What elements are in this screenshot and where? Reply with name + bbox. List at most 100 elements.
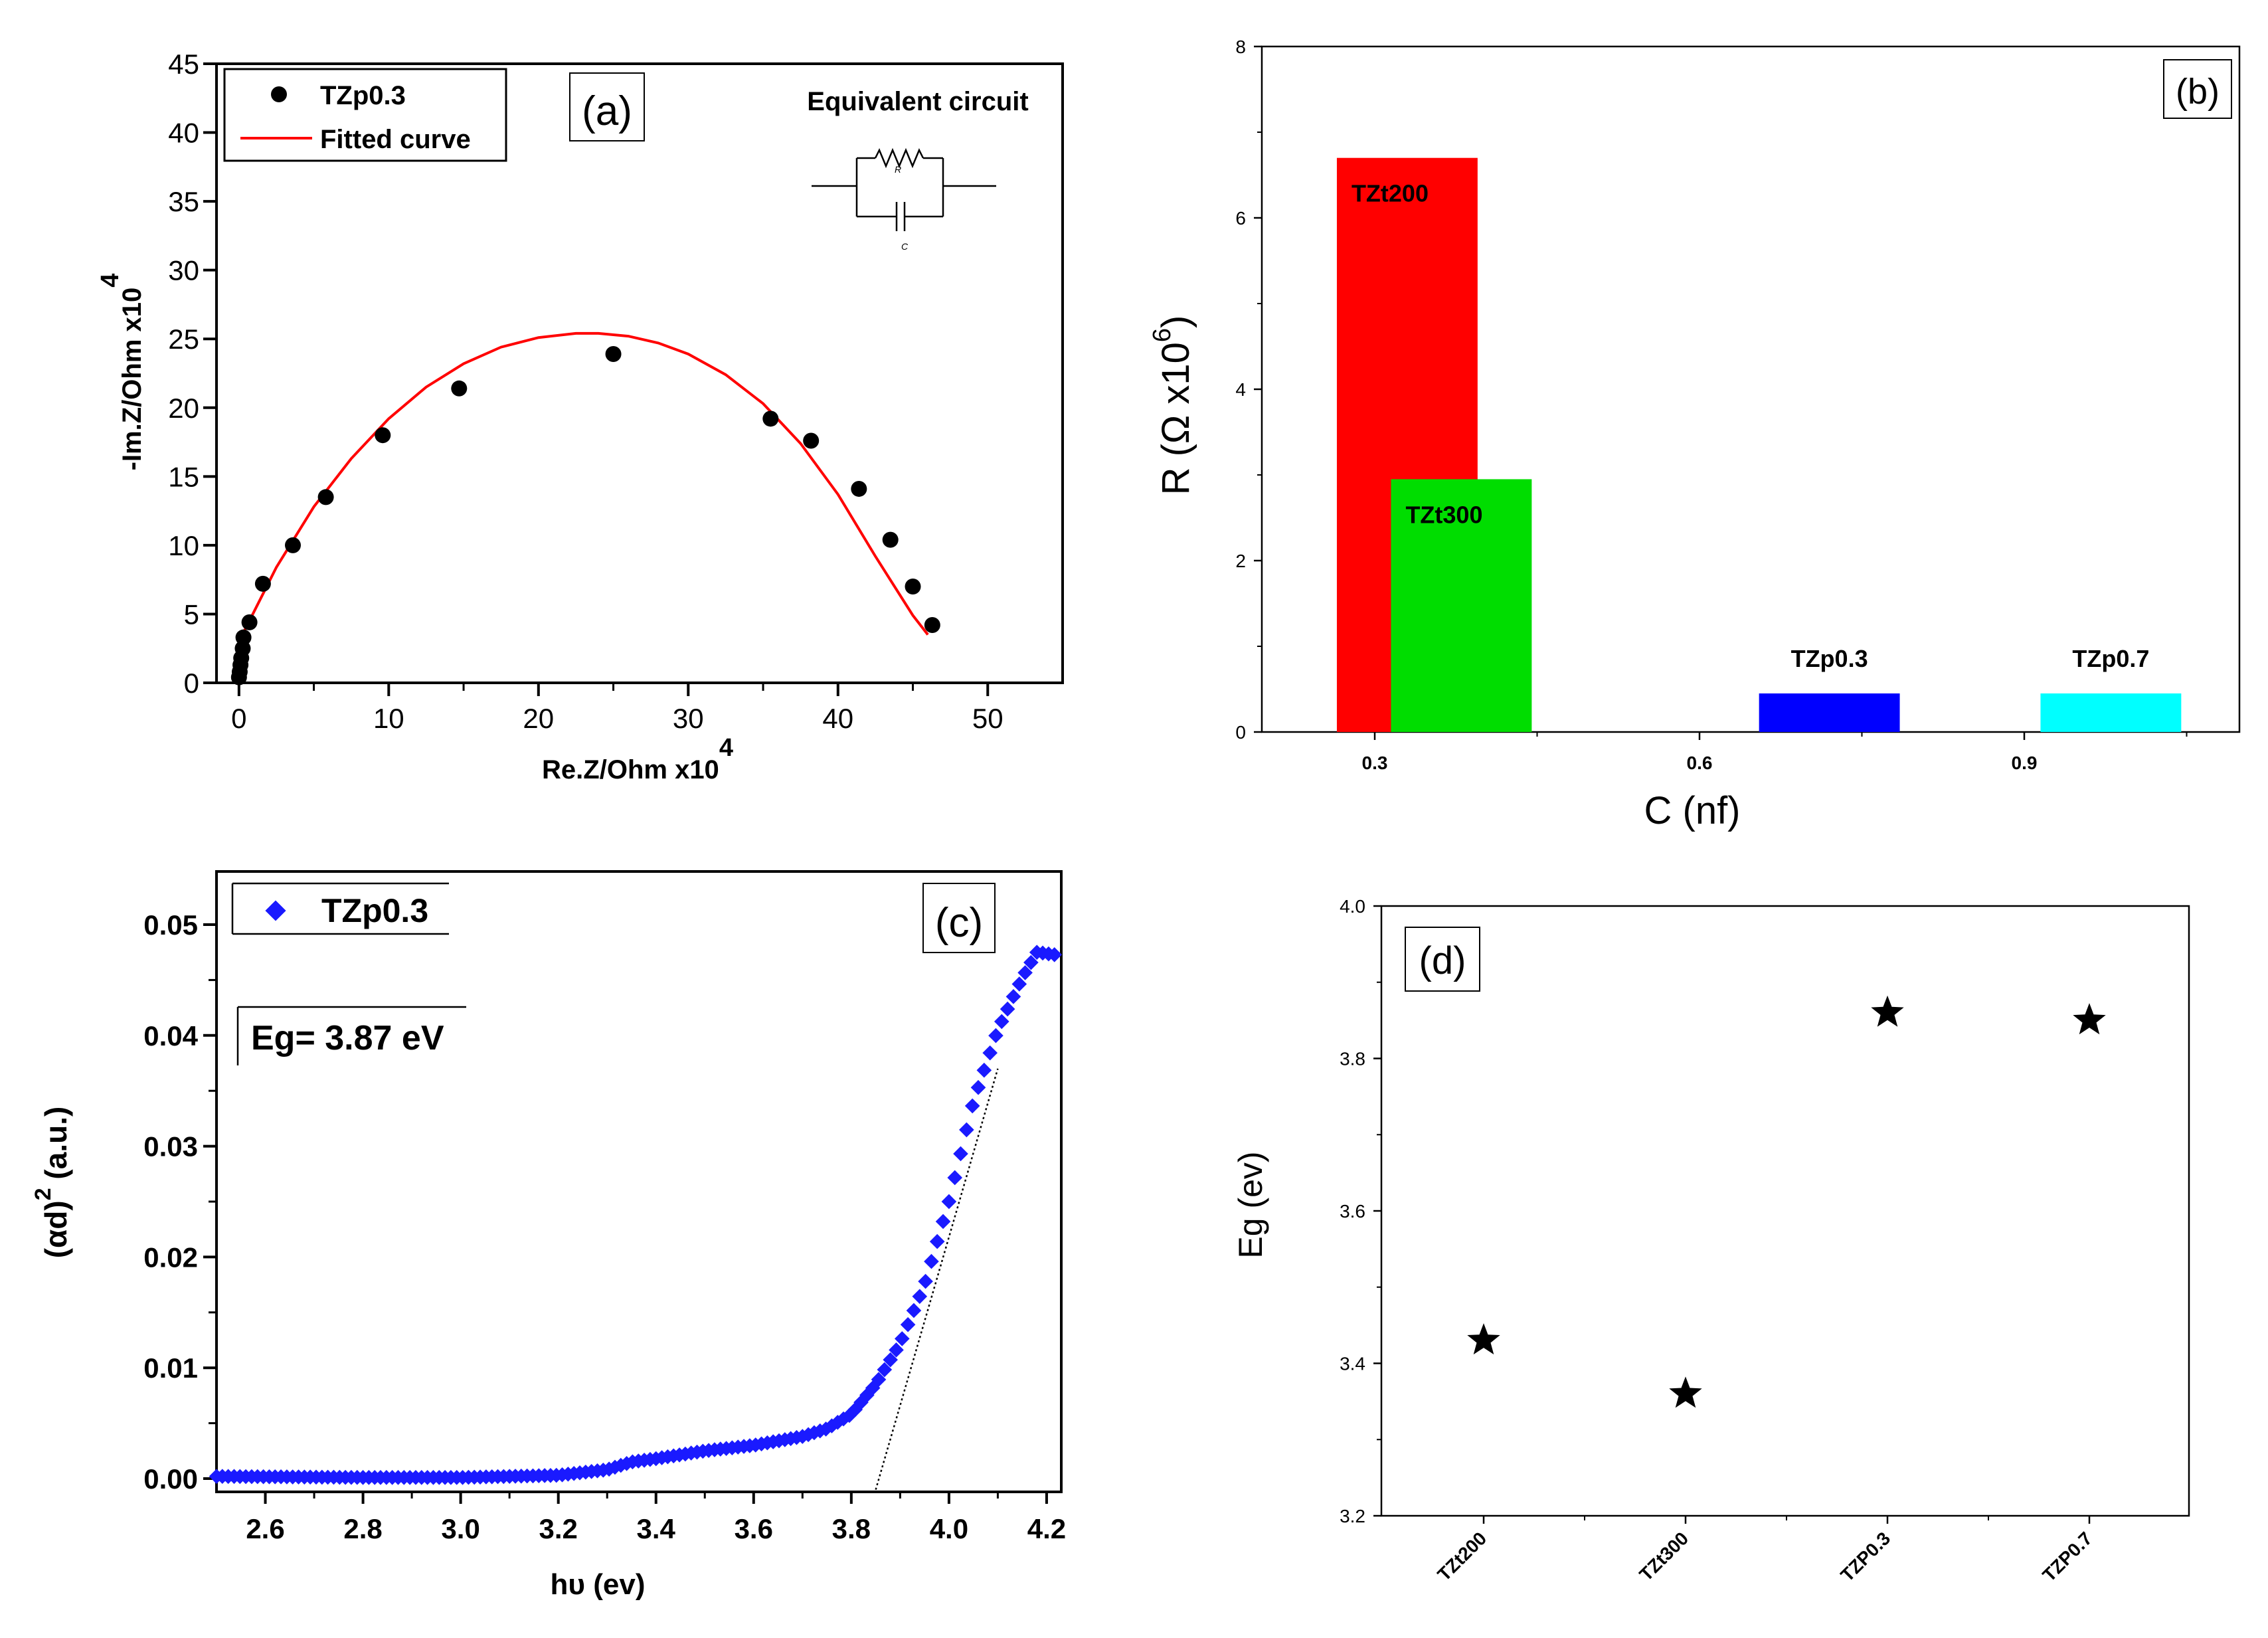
b-x-tick-label: 0.6 (1687, 753, 1713, 773)
d-x-tick-label: TZt300 (1636, 1528, 1693, 1585)
d-y-tick-label: 3.2 (1340, 1506, 1365, 1526)
d-y-tick-label: 3.8 (1340, 1049, 1365, 1069)
a-data-point (375, 427, 391, 444)
d-series (1467, 995, 2106, 1408)
equivalent-circuit-inset: Equivalent circuit R C (807, 87, 1028, 252)
a-x-tick-label: 50 (972, 703, 1003, 734)
legend-a-marker-tzp03 (271, 86, 287, 102)
d-x-ticks: TZt200 TZt300 TZP0.3 TZP0.7 (1434, 1516, 2096, 1586)
panel-b-bar-chart: 0 2 4 6 8 0.3 0.6 0.9 TZt200 TZt300 TZp0.3 TZp0.7… (1148, 37, 2241, 832)
axis-c-x-label: hυ (ev) (551, 1568, 646, 1601)
b-bar-label: TZp0.7 (2072, 645, 2149, 672)
d-star-point (1871, 995, 1904, 1027)
panel-a-label-box (569, 72, 645, 141)
b-bar-tzt300 (1391, 479, 1532, 732)
c-data-point (918, 1273, 933, 1289)
legend-c-label: TZp0.3 (321, 892, 428, 929)
panel-c-label-box (922, 883, 996, 953)
c-data-point (947, 1170, 963, 1186)
c-y-tick-label: 0.05 (143, 909, 198, 941)
a-y-tick-label: 10 (168, 530, 199, 561)
c-y-tick-label: 0.01 (143, 1352, 198, 1384)
axis-c-y-label: (αd)2 (a.u.) (31, 1107, 73, 1259)
a-x-tick-label: 40 (822, 703, 853, 734)
a-y-tick-label: 40 (168, 118, 199, 149)
panel-b-label-box (2163, 59, 2232, 119)
panel-a-nyquist-plot: 0 5 10 15 20 25 30 35 40 45 0 10 20 30 40 50 TZp0.3 Fi… (96, 48, 1064, 784)
a-data-point (235, 629, 252, 646)
c-x-tick-label: 3.4 (637, 1513, 676, 1544)
c-data-point (976, 1062, 992, 1078)
b-y-ticks: 0 2 4 6 8 (1235, 37, 1262, 743)
b-bar-tzp03 (1759, 693, 1900, 732)
c-data-point (959, 1122, 974, 1138)
c-x-tick-label: 2.8 (343, 1513, 382, 1544)
c-y-tick-label: 0.04 (143, 1020, 198, 1051)
c-data-point (1047, 947, 1063, 962)
a-y-tick-label: 35 (168, 186, 199, 217)
panel-d-label: (d) (1419, 939, 1466, 982)
d-x-tick-label: TZt200 (1434, 1528, 1491, 1585)
legend-a-label-tzp03: TZp0.3 (320, 81, 406, 110)
a-x-tick-label: 20 (523, 703, 554, 734)
plot-d-frame (1380, 905, 2190, 1517)
legend-a-box (223, 68, 507, 162)
a-data-point (905, 579, 921, 595)
c-y-tick-label: 0.02 (143, 1241, 198, 1273)
c-data-point (982, 1045, 998, 1061)
b-bar-label: TZp0.3 (1791, 645, 1868, 672)
panel-c-label: (c) (935, 900, 983, 946)
a-data-point (762, 410, 779, 427)
c-x-tick-label: 4.0 (930, 1513, 968, 1544)
legend-a-label-fitted: Fitted curve (320, 125, 471, 154)
panel-a-label: (a) (582, 88, 632, 134)
c-data-point (924, 1253, 939, 1269)
c-x-tick-label: 3.2 (539, 1513, 577, 1544)
d-star-point (1467, 1323, 1500, 1355)
circuit-diagram-icon (812, 147, 996, 231)
b-x-ticks: 0.3 0.6 0.9 (1362, 732, 2188, 773)
a-y-tick-label: 15 (168, 461, 199, 492)
axis-b-x-label: C (nf) (1644, 789, 1741, 832)
c-x-tick-label: 2.6 (246, 1513, 284, 1544)
c-y-ticks: 0.00 0.01 0.02 0.03 0.04 0.05 (143, 909, 217, 1495)
a-data-point (803, 432, 820, 449)
inset-c-label: C (901, 241, 909, 252)
c-data-point (912, 1289, 928, 1305)
c-x-tick-label: 3.6 (735, 1513, 773, 1544)
c-data-point (1011, 976, 1027, 992)
c-data-point (953, 1146, 968, 1162)
axis-a-x-label: Re.Z/Ohm x104 (542, 734, 733, 784)
b-y-tick-label: 0 (1235, 722, 1246, 743)
plot-c-frame (215, 870, 1063, 1493)
c-data-point (1017, 965, 1033, 980)
c-data-point (970, 1079, 986, 1095)
a-y-tick-label: 25 (168, 323, 199, 355)
a-data-point (924, 617, 940, 634)
c-data-point (929, 1233, 945, 1249)
axis-d-y-label: Eg (ev) (1232, 1151, 1269, 1258)
c-y-tick-label: 0.03 (143, 1131, 198, 1162)
a-y-tick-label: 5 (184, 598, 199, 630)
a-x-tick-label: 10 (373, 703, 404, 734)
d-star-point (2073, 1003, 2106, 1035)
c-data-point (941, 1194, 957, 1210)
c-data-point (1005, 989, 1021, 1004)
panel-d-bandgap-chart: 3.2 3.4 3.6 3.8 4.0 TZt200 TZt300 TZP0.3 TZP0.7… (1232, 896, 2190, 1586)
eg-annotation: Eg= 3.87 eV (236, 1006, 466, 1065)
a-y-tick-label: 30 (168, 255, 199, 286)
b-y-tick-label: 6 (1235, 208, 1246, 228)
a-y-tick-label: 45 (168, 48, 199, 80)
c-data-point (894, 1331, 910, 1346)
d-y-ticks: 3.2 3.4 3.6 3.8 4.0 (1340, 896, 1381, 1526)
a-data-point (284, 537, 301, 553)
b-bar-tzp07 (2040, 693, 2182, 732)
a-data-point (451, 380, 468, 397)
c-x-tick-label: 3.0 (441, 1513, 480, 1544)
c-data-point (889, 1342, 904, 1358)
c-data-point (935, 1214, 951, 1229)
a-data-point (241, 614, 258, 630)
c-data-point (964, 1098, 980, 1114)
axis-b-y-label: R (Ω x106) (1148, 316, 1197, 496)
